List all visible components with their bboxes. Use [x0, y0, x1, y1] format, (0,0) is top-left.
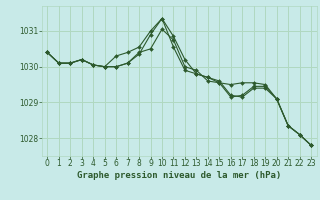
- X-axis label: Graphe pression niveau de la mer (hPa): Graphe pression niveau de la mer (hPa): [77, 171, 281, 180]
